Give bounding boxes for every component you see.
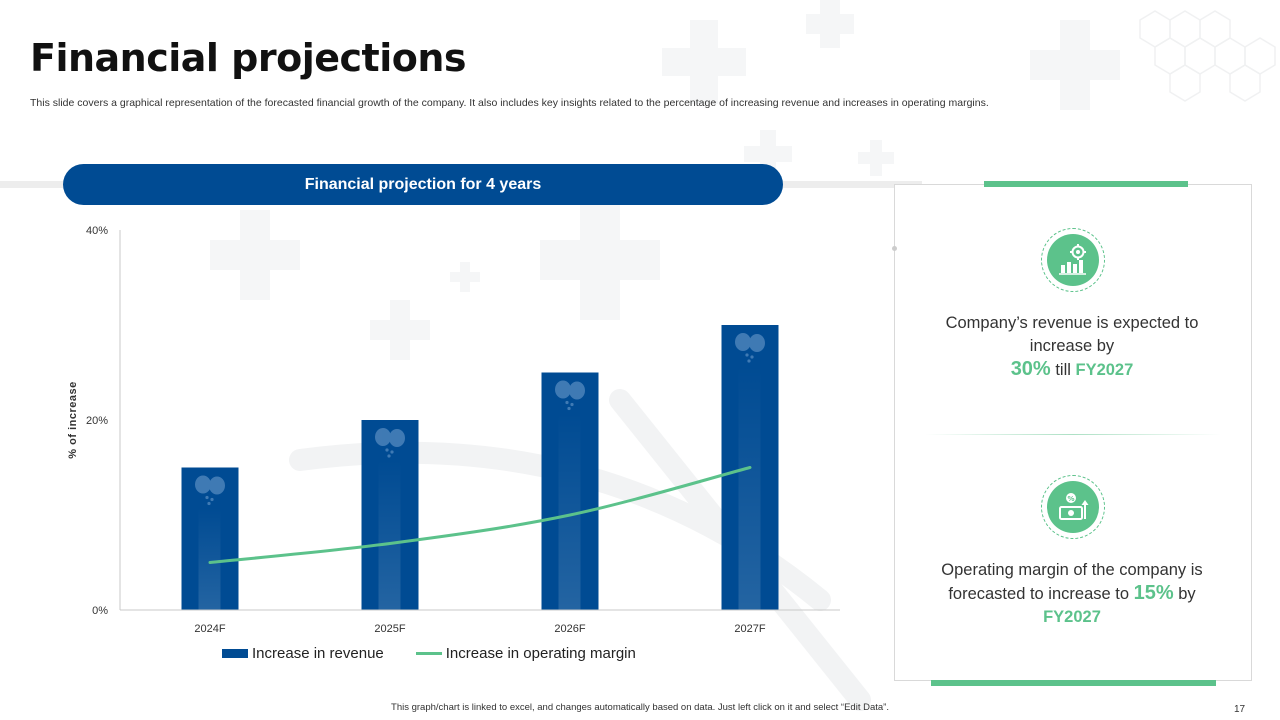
bar-pill-icon (195, 475, 225, 506)
insight-revenue-text: Company’s revenue is expected to increas… (945, 314, 1199, 355)
y-tick-label: 20% (86, 415, 108, 427)
insight-revenue-connector: till (1055, 361, 1071, 379)
bar-highlight (738, 365, 761, 610)
chart-header: Financial projection for 4 years (63, 164, 783, 205)
legend-item-revenue: Increase in revenue (222, 645, 384, 662)
svg-text:%: % (1067, 495, 1074, 503)
footnote: This graph/chart is linked to excel, and… (391, 702, 889, 713)
x-tick-label: 2025F (374, 623, 405, 635)
bar-highlight (198, 507, 221, 610)
legend-label-margin: Increase in operating margin (445, 645, 636, 662)
x-tick-label: 2027F (734, 623, 765, 635)
insight-revenue-year: FY2027 (1075, 361, 1134, 379)
legend-swatch-margin (415, 652, 442, 655)
pill-dot (385, 448, 389, 452)
pill-dot (570, 402, 574, 407)
insight-margin-value: 15% (1133, 582, 1174, 604)
pill-dot (390, 450, 394, 454)
operating-margin-line (208, 466, 752, 564)
insight-margin-year: FY2027 (1043, 608, 1101, 626)
revenue-growth-icon (1041, 228, 1105, 292)
bar-pill-icon (375, 428, 405, 458)
operating-margin-icon: % (1041, 475, 1105, 539)
pill-shape (749, 334, 765, 352)
pill-dot (747, 359, 751, 363)
pill-shape (555, 380, 571, 399)
pill-dot (205, 495, 209, 500)
insight-revenue: Company’s revenue is expected to increas… (920, 312, 1224, 382)
page-subtitle: This slide covers a graphical representa… (30, 97, 989, 109)
page-title: Financial projections (30, 36, 467, 80)
panel-connector-dot (892, 246, 897, 251)
chart-header-label: Financial projection for 4 years (304, 175, 542, 193)
pill-dot (565, 400, 569, 405)
pill-shape (209, 476, 225, 495)
y-tick-label: 0% (92, 605, 108, 617)
header-band-left (0, 181, 70, 188)
insight-margin-text: Operating margin of the company is forec… (941, 561, 1203, 603)
bar-highlight (558, 412, 581, 610)
y-tick-label: 40% (86, 225, 108, 237)
page-number: 17 (1234, 704, 1246, 715)
legend-label-revenue: Increase in revenue (252, 645, 384, 662)
pill-shape (389, 429, 405, 447)
pill-dot (207, 501, 211, 506)
legend-swatch-revenue (222, 649, 248, 658)
pill-dot (387, 454, 391, 458)
pill-dot (210, 497, 214, 502)
bar-pill-icon (735, 333, 765, 363)
panel-accent-top (984, 181, 1188, 187)
pill-dot (750, 355, 754, 359)
insight-margin: Operating margin of the company is forec… (920, 559, 1224, 629)
legend-item-margin: Increase in operating margin (415, 645, 636, 662)
pill-shape (569, 381, 585, 400)
chart-legend: Increase in revenue Increase in operatin… (222, 645, 636, 662)
y-axis-title: % of increase (67, 381, 79, 458)
header-band-right (780, 181, 922, 188)
insight-margin-connector: by (1178, 585, 1196, 603)
pill-dot (745, 353, 749, 357)
x-tick-label: 2026F (554, 623, 585, 635)
bar-pill-icon (555, 380, 585, 411)
bar-highlight (378, 460, 401, 610)
panel-divider (925, 434, 1221, 435)
insight-revenue-value: 30% (1010, 358, 1051, 380)
pill-shape (735, 333, 751, 351)
x-tick-label: 2024F (194, 623, 225, 635)
pill-shape (195, 475, 211, 494)
pill-shape (375, 428, 391, 446)
pill-dot (567, 406, 571, 411)
panel-accent-bottom (931, 680, 1216, 686)
